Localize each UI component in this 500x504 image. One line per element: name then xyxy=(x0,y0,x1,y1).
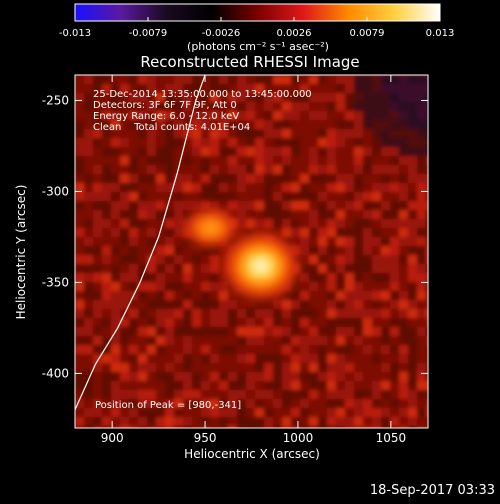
source-blob xyxy=(200,220,221,235)
annotation-clean: Clean Total counts: 4.01E+04 xyxy=(93,122,250,133)
plot-area xyxy=(75,75,428,428)
x-tick-label: 900 xyxy=(101,431,124,445)
colorbar xyxy=(74,3,441,22)
annotation-detectors: Detectors: 3F 6F 7F 9F, Att 0 xyxy=(93,100,237,111)
annotation-energy: Energy Range: 6.0 - 12.0 keV xyxy=(93,111,239,122)
plot-frame xyxy=(74,74,429,429)
colorbar-tick-labels: -0.013 -0.0079 -0.0026 0.0026 0.0079 0.013 xyxy=(59,28,454,39)
image-sources xyxy=(184,209,299,301)
y-axis-ticks: -250 -300 -350 -400 xyxy=(42,93,428,380)
image-texture xyxy=(75,75,428,428)
source-blob xyxy=(253,260,268,273)
annotation-time: 25-Dec-2014 13:35:00.000 to 13:45:00.000 xyxy=(93,89,312,100)
chart-title: Reconstructed RHESSI Image xyxy=(140,53,359,71)
colorbar-tick-label: -0.0079 xyxy=(129,28,168,39)
x-axis-ticks: 900 950 1000 1050 xyxy=(101,75,406,445)
colorbar-units: (photons cm⁻² s⁻¹ asec⁻²) xyxy=(187,40,329,53)
colorbar-tick-label: 0.013 xyxy=(426,28,455,39)
peak-position-label: Position of Peak = [980,-341] xyxy=(95,400,241,411)
y-tick-label: -350 xyxy=(42,275,69,289)
colorbar-tick-label: 0.0079 xyxy=(350,28,385,39)
y-tick-label: -400 xyxy=(42,366,69,380)
y-tick-label: -250 xyxy=(42,93,69,107)
x-tick-label: 1050 xyxy=(376,431,407,445)
footer-timestamp: 18-Sep-2017 03:33 xyxy=(370,483,495,498)
x-tick-label: 1000 xyxy=(283,431,314,445)
x-axis-label: Heliocentric X (arcsec) xyxy=(184,447,320,461)
colorbar-tick-label: 0.0026 xyxy=(277,28,312,39)
y-tick-label: -300 xyxy=(42,184,69,198)
colorbar-tick-label: -0.0026 xyxy=(202,28,241,39)
colorbar-tick-label: -0.013 xyxy=(59,28,91,39)
colorbar-ticks xyxy=(74,17,441,21)
solar-limb xyxy=(75,75,206,411)
x-tick-label: 950 xyxy=(194,431,217,445)
y-axis-label: Heliocentric Y (arcsec) xyxy=(14,185,28,320)
